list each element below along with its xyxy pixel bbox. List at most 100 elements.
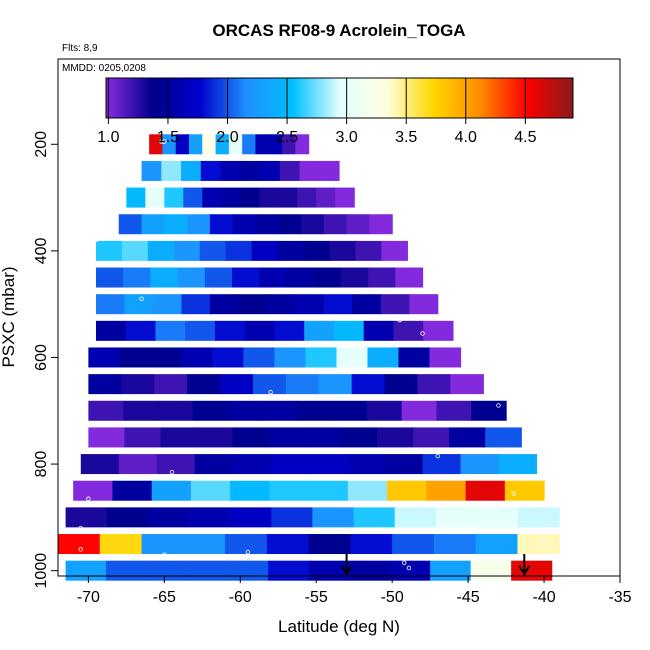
colorbar-tick-label: 3.0 [336, 129, 358, 146]
heatmap-cell [485, 427, 522, 448]
heatmap-cell [319, 160, 340, 181]
x-tick-label: -50 [381, 589, 404, 606]
heatmap-cell [430, 560, 472, 581]
heatmap-cell [95, 240, 123, 261]
heatmap-cell [332, 400, 368, 421]
heatmap-cell [244, 320, 276, 341]
heatmap-cell [88, 374, 122, 395]
heatmap-cell [230, 507, 272, 528]
heatmap-cell [232, 427, 270, 448]
heatmap-cell [460, 454, 500, 475]
heatmap-cell [252, 374, 287, 395]
sample-point [397, 317, 402, 323]
heatmap-cell [389, 560, 431, 581]
arrow-head [340, 565, 353, 576]
heatmap-cell [228, 134, 243, 155]
heatmap-cell [346, 214, 370, 235]
heatmap-cell [189, 134, 203, 155]
heatmap-cell [194, 454, 234, 475]
heatmap-cell [154, 374, 188, 395]
sample-point [405, 395, 410, 400]
heatmap-cell [423, 320, 454, 341]
heatmap-bands [58, 134, 560, 581]
heatmap-cell [277, 240, 305, 261]
x-tick-label: -65 [153, 589, 176, 606]
heatmap-cell [209, 294, 239, 315]
y-tick-label: 600 [33, 344, 50, 371]
heatmap-cell [199, 240, 227, 261]
heatmap-cell [147, 240, 175, 261]
heatmap-cell [220, 374, 254, 395]
heatmap-cell [106, 507, 149, 528]
heatmap-cell [126, 187, 146, 208]
heatmap-cell [192, 400, 229, 421]
heatmap-cell [157, 400, 194, 421]
legend-box [57, 58, 621, 577]
heatmap-cell [150, 267, 179, 288]
heatmap-cell [225, 240, 253, 261]
heatmap-cell [147, 507, 190, 528]
heatmap-cell [181, 160, 202, 181]
heatmap-cell [417, 374, 451, 395]
colorbar-tick-label: 4.0 [455, 129, 477, 146]
heatmap-cell [65, 560, 107, 581]
arrow-head [518, 565, 531, 576]
heatmap-cell [209, 214, 234, 235]
heatmap-cell [124, 427, 162, 448]
x-tick-label: -35 [608, 589, 631, 606]
heatmap-cell [181, 294, 211, 315]
y-tick-label: 800 [33, 451, 50, 478]
heatmap-cell [429, 347, 462, 368]
x-axis-label: Latitude (deg N) [278, 617, 400, 636]
heatmap-cell [202, 134, 217, 155]
sample-point [420, 331, 425, 336]
sample-point [169, 469, 175, 475]
heatmap-cell [303, 240, 331, 261]
heatmap-cell [282, 134, 296, 155]
heatmap-cell [240, 187, 260, 208]
y-tick-label: 1000 [33, 553, 50, 589]
heatmap-cell [212, 347, 245, 368]
heatmap-cell [141, 160, 162, 181]
sample-point [162, 552, 167, 557]
heatmap-cell [353, 507, 396, 528]
heatmap-cell [164, 214, 188, 235]
x-tick-label: -45 [457, 589, 480, 606]
heatmap-cell [349, 560, 391, 581]
heatmap-cell [141, 534, 184, 555]
heatmap-cell [308, 480, 349, 501]
heatmap-cell [312, 507, 355, 528]
heatmap-cell [124, 294, 154, 315]
heatmap-cell [304, 427, 342, 448]
colorbar-tick-label: 1.0 [97, 129, 119, 146]
sample-point [86, 496, 91, 501]
heatmap-cell [313, 267, 342, 288]
heatmap-cell [268, 427, 306, 448]
heatmap-cell [260, 160, 281, 181]
heatmap-cell [367, 347, 400, 368]
heatmap-cell [347, 480, 388, 501]
heatmap-cell [146, 560, 188, 581]
heatmap-cell [200, 160, 222, 181]
heatmap-cell [88, 400, 124, 421]
colorbar [105, 77, 574, 119]
heatmap-cell [346, 454, 386, 475]
heatmap-cell [436, 400, 472, 421]
heatmap-cell [299, 160, 320, 181]
heatmap-cell [152, 294, 183, 315]
x-axis: -70 -65 -60 -55 -50 -45 -40 -35 [77, 576, 632, 606]
heatmap-cell [318, 374, 353, 395]
heatmap-cell [363, 320, 395, 341]
heatmap-cell [435, 507, 478, 528]
heatmap-cell [156, 454, 196, 475]
heatmap-cell [183, 187, 203, 208]
heatmap-cell [304, 320, 335, 341]
heatmap-cell [269, 480, 310, 501]
heatmap-cell [266, 294, 296, 315]
heatmap-cell [106, 560, 148, 581]
heatmap-cell [323, 214, 348, 235]
heatmap-cell [185, 320, 216, 341]
heatmap-cell [232, 214, 257, 235]
heatmap-cell [498, 454, 538, 475]
heatmap-cell [422, 454, 462, 475]
